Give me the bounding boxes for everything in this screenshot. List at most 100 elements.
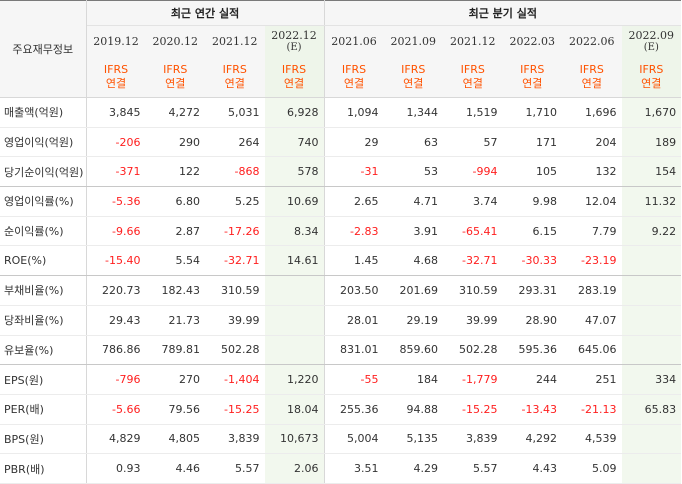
value-cell: 39.99 [205, 305, 265, 336]
estimate-marker: (E) [286, 41, 302, 53]
value-cell: 65.83 [621, 394, 682, 425]
value-cell: 28.90 [502, 305, 563, 336]
period-header-9: 2022.09 (E) [621, 25, 682, 58]
value-cell: 4,539 [562, 424, 622, 455]
value-cell: 220.73 [86, 275, 146, 306]
value-cell: 310.59 [443, 275, 503, 306]
period-header-7: 2022.03 [502, 25, 563, 58]
period-label: 2020.12 [152, 34, 199, 48]
value-cell: 6.80 [145, 186, 205, 217]
value-cell: -30.33 [502, 245, 563, 277]
value-cell: 6.15 [502, 216, 563, 247]
period-header-6: 2021.12 [443, 25, 503, 58]
row-label: EPS(원) [0, 364, 87, 395]
value-cell: -32.71 [443, 245, 503, 277]
period-label: 2021.09 [390, 34, 437, 48]
value-cell: -15.25 [443, 394, 503, 425]
value-cell: -796 [86, 364, 146, 395]
consolidation-label: 연결 [283, 77, 305, 91]
consolidation-label: 연결 [343, 77, 365, 91]
value-cell: 6,928 [264, 97, 325, 128]
period-header-row: 2019.12 2020.12 2021.12 2022.12 (E) 2021.06 20… [0, 25, 682, 58]
table-row: 매출액(억원) 3,845 4,272 5,031 6,928 1,094 1,344 1,5… [0, 97, 682, 128]
standard-name: IFRS [103, 63, 129, 77]
table-row: PER(배) -5.66 79.56 -15.25 18.04 255.36 94.88 -1… [0, 394, 682, 425]
value-cell: 5.25 [205, 186, 265, 217]
period-label: 2021.12 [212, 34, 258, 48]
table-body: 매출액(억원) 3,845 4,272 5,031 6,928 1,094 1,344 1,5… [0, 97, 682, 484]
row-label: 영업이익률(%) [0, 186, 87, 217]
table-row: PBR(배) 0.93 4.46 5.57 2.06 3.51 4.29 5.57 4.43 5.… [0, 453, 682, 484]
value-cell: 4,272 [145, 97, 205, 128]
value-cell: 132 [562, 156, 622, 188]
standard-name: IFRS [222, 63, 247, 77]
value-cell: 0.93 [86, 453, 146, 484]
period-label: 2021.06 [331, 34, 377, 48]
value-cell: 3.51 [324, 453, 384, 484]
value-cell: 859.60 [383, 335, 444, 366]
value-cell: 1,710 [502, 97, 563, 128]
value-cell: -868 [205, 156, 265, 188]
consolidation-label: 연결 [224, 77, 245, 91]
value-cell: 204 [562, 127, 622, 158]
value-cell: -32.71 [205, 245, 265, 277]
value-cell: 9.98 [502, 186, 563, 217]
value-cell: -55 [324, 364, 384, 395]
value-cell: 290 [145, 127, 205, 158]
standard-name: IFRS [460, 63, 485, 77]
accounting-standard-7: IFRS 연결 [502, 57, 563, 98]
value-cell: 105 [502, 156, 563, 188]
value-cell: 3,839 [443, 424, 503, 455]
value-cell: 21.73 [145, 305, 205, 336]
value-cell: 578 [264, 156, 325, 188]
value-cell: 283.19 [562, 275, 622, 306]
value-cell: -994 [443, 156, 503, 188]
value-cell: 7.79 [562, 216, 622, 247]
value-cell: -23.19 [562, 245, 622, 277]
accounting-standard-0: IFRS 연결 [86, 57, 146, 98]
period-label: 2019.12 [93, 34, 139, 48]
value-cell: 255.36 [324, 394, 384, 425]
value-cell: 4,805 [145, 424, 205, 455]
value-cell: 293.31 [502, 275, 563, 306]
period-label: 2022.09 [628, 28, 675, 42]
table-row: 영업이익(억원) -206 290 264 740 29 63 57 171 204 189 [0, 127, 682, 158]
period-header-5: 2021.09 [383, 25, 444, 58]
value-cell: -17.26 [205, 216, 265, 247]
period-header-2: 2021.12 [205, 25, 265, 58]
table-header: 주요재무정보 최근 연간 실적 최근 분기 실적 2019.12 2020.12 2… [0, 0, 682, 98]
value-cell: 789.81 [145, 335, 205, 366]
value-cell: 2.87 [145, 216, 205, 247]
value-cell: 1,670 [621, 97, 682, 128]
value-cell [621, 335, 682, 366]
table-row: ROE(%) -15.40 5.54 -32.71 14.61 1.45 4.68 -32.7… [0, 245, 682, 277]
standard-name: IFRS [639, 63, 664, 77]
period-header-1: 2020.12 [145, 25, 205, 58]
value-cell: 29.19 [383, 305, 444, 336]
accounting-standard-9: IFRS 연결 [621, 57, 682, 98]
value-cell: 5.57 [205, 453, 265, 484]
value-cell: -65.41 [443, 216, 503, 247]
value-cell: 5,031 [205, 97, 265, 128]
value-cell [264, 305, 325, 336]
value-cell: 39.99 [443, 305, 503, 336]
consolidation-label: 연결 [581, 77, 602, 91]
standard-name: IFRS [163, 63, 188, 77]
value-cell: 502.28 [205, 335, 265, 366]
value-cell: 11.32 [621, 186, 682, 217]
value-cell: 334 [621, 364, 682, 395]
estimate-marker: (E) [643, 41, 659, 53]
value-cell: 3.74 [443, 186, 503, 217]
value-cell: 3,839 [205, 424, 265, 455]
consolidation-label: 연결 [105, 77, 127, 91]
value-cell: 53 [383, 156, 444, 188]
standard-name: IFRS [520, 63, 545, 77]
value-cell: -206 [86, 127, 146, 158]
row-label: 매출액(억원) [0, 97, 87, 128]
value-cell: -5.36 [86, 186, 146, 217]
row-label: BPS(원) [0, 424, 87, 455]
value-cell: -13.43 [502, 394, 563, 425]
value-cell: 3.91 [383, 216, 444, 247]
value-cell: 1,344 [383, 97, 444, 128]
